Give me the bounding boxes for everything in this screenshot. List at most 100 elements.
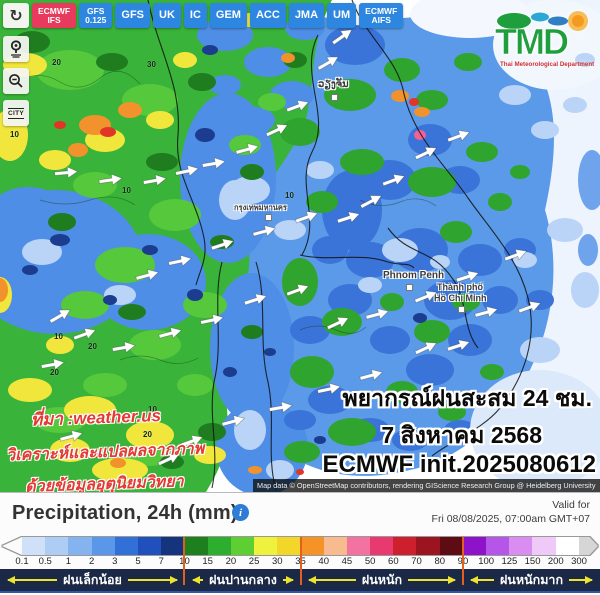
legend-color-segment (22, 537, 46, 555)
forecast-title: พยากรณ์ฝนสะสม 24 ชม. (342, 385, 593, 411)
precipitation-raster (0, 0, 600, 492)
legend-tick-label: 100 (478, 556, 495, 567)
model-button-gem[interactable]: GEM (209, 3, 247, 28)
category-very-heavy-rain: ฝนหนักมาก (463, 569, 600, 591)
legend-tick-label: 0.1 (15, 556, 29, 567)
model-button-jma[interactable]: JMA (288, 3, 325, 28)
legend-color-segment (230, 537, 255, 555)
legend-color-segment (370, 537, 394, 555)
city-labels-toggle[interactable]: CITY (3, 100, 29, 126)
locate-button[interactable] (3, 36, 29, 62)
legend-tick-label: 40 (318, 556, 329, 567)
legend-category-divider (299, 537, 302, 585)
city-marker (406, 284, 413, 291)
watermark-line: ด้วยข้อมูลอุตุนิยมวิทยา (24, 473, 184, 492)
city-label-phnom-penh: Phnom Penh (383, 270, 445, 281)
contour-lines (19, 70, 437, 364)
legend-tick-label: 60 (388, 556, 399, 567)
watermark-line: ที่มา :weather.us (30, 406, 162, 430)
model-toolbar: ↻ ECMWF IFS GFS 0.125 GFS UK IC GEM ACC … (3, 3, 404, 28)
contour-value: 10 (10, 130, 19, 139)
zoom-out-icon (9, 74, 23, 88)
forecast-model-init: ECMWF init.2025080612 (322, 451, 596, 478)
legend-tick-label: 150 (524, 556, 541, 567)
zoom-out-button[interactable] (3, 68, 29, 94)
model-button-ecmwf-aifs[interactable]: ECMWF AIFS (359, 3, 404, 28)
precipitation-map[interactable]: ↻ ECMWF IFS GFS 0.125 GFS UK IC GEM ACC … (0, 0, 600, 492)
legend-tick-label: 15 (202, 556, 213, 567)
tmd-logo-subtitle: Thai Meteorological Department (500, 61, 594, 68)
legend-tick-label: 7 (158, 556, 164, 567)
legend-color-segment (462, 537, 487, 555)
legend-colorbar-underflow (2, 537, 22, 555)
contour-value: 20 (52, 58, 61, 67)
map-attribution: Map data © OpenStreetMap contributors, r… (253, 479, 600, 492)
contour-value: 10 (285, 191, 294, 200)
city-label-vientiane: ວຽງຈັນ (318, 79, 349, 90)
legend-tick-label: 3 (112, 556, 118, 567)
legend-color-segment (532, 537, 556, 555)
legend-category-divider (183, 537, 186, 585)
contour-value: 20 (50, 368, 59, 377)
model-button-uk[interactable]: UK (153, 3, 181, 28)
legend-tick-label: 30 (271, 556, 283, 567)
legend-color-segment (277, 537, 301, 555)
right-arrow-icon (282, 575, 295, 584)
legend-title: Precipitation, 24h (mm) (12, 502, 238, 524)
location-pin-icon (10, 40, 22, 58)
legend-color-segment (161, 537, 185, 555)
model-button-acc[interactable]: ACC (249, 3, 286, 28)
legend-color-segment (114, 537, 139, 555)
legend-tick-label: 200 (547, 556, 564, 567)
left-arrow-icon (470, 575, 494, 584)
refresh-button[interactable]: ↻ (3, 3, 29, 28)
right-arrow-icon (127, 575, 179, 584)
legend-color-segment (346, 537, 371, 555)
right-arrow-icon (569, 575, 593, 584)
legend-color-segment (45, 537, 69, 555)
info-icon[interactable]: i (232, 504, 249, 521)
contour-value: 30 (147, 60, 156, 69)
contour-value: 20 (143, 430, 152, 439)
legend-tick-label: 50 (364, 556, 376, 567)
left-arrow-icon (191, 575, 204, 584)
category-moderate-rain: ฝนปานกลาง (185, 569, 301, 591)
model-button-um[interactable]: UM (327, 3, 357, 28)
category-heavy-rain: ฝนหนัก (301, 569, 463, 591)
model-button-gfs[interactable]: GFS (115, 3, 151, 28)
legend-color-segment (300, 537, 324, 555)
legend-color-segment (555, 537, 579, 555)
legend-tick-label: 5 (135, 556, 141, 567)
city-label-bangkok: กรุงเทพมหานคร (234, 203, 287, 212)
legend-color-segment (91, 537, 115, 555)
svg-text:TMD: TMD (495, 21, 568, 62)
legend-tick-label: 0.5 (38, 556, 52, 567)
legend-color-segment (207, 537, 231, 555)
legend-color-segment (439, 537, 463, 555)
forecast-date: 7 สิงหาคม 2568 (381, 422, 542, 448)
model-button-ic[interactable]: IC (183, 3, 207, 28)
model-button-ecmwf-ifs[interactable]: ECMWF IFS (32, 3, 77, 28)
city-marker (331, 94, 338, 101)
contour-value: 10 (148, 405, 157, 414)
legend-tick-label: 25 (248, 556, 260, 567)
legend-tick-label: 125 (501, 556, 518, 567)
legend-color-segment (138, 537, 162, 555)
legend-tick-label: 1 (65, 556, 72, 567)
valid-time: Valid for Fri 08/08/2025, 07:00am GMT+07 (432, 499, 590, 526)
legend-colorbar (2, 537, 598, 555)
rain-category-bar: ฝนเล็กน้อย ฝนปานกลาง ฝนหนัก ฝนหนักมาก (0, 569, 600, 593)
category-light-rain: ฝนเล็กน้อย (0, 569, 185, 591)
left-arrow-icon (308, 575, 356, 584)
legend-color-segment (323, 537, 347, 555)
legend-color-segment (254, 537, 278, 555)
watermark-line: วิเคราะห์และแปลผลจากภาพ (5, 440, 205, 465)
city-toggle-label: CITY (7, 107, 24, 119)
legend-color-segment (486, 537, 510, 555)
valid-time-line2: Fri 08/08/2025, 07:00am GMT+07 (431, 512, 590, 525)
model-button-gfs-0125[interactable]: GFS 0.125 (79, 3, 113, 28)
city-label-hcmc-line1: Thành phố (437, 282, 483, 292)
refresh-icon: ↻ (9, 6, 23, 25)
legend-tick-label: 20 (225, 556, 237, 567)
